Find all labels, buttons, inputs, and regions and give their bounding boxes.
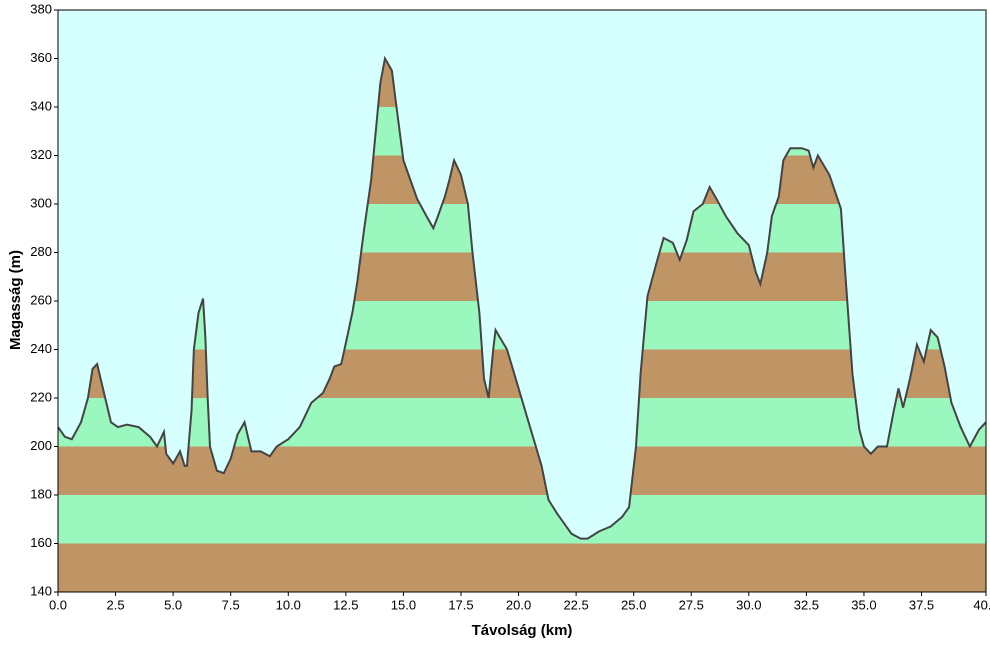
y-tick-label: 180 bbox=[30, 486, 52, 501]
x-tick-label: 12.5 bbox=[333, 597, 358, 612]
x-tick-label: 20.0 bbox=[506, 597, 531, 612]
elevation-band bbox=[58, 446, 986, 495]
y-tick-label: 340 bbox=[30, 98, 52, 113]
y-tick-label: 140 bbox=[30, 583, 52, 598]
x-tick-label: 17.5 bbox=[448, 597, 473, 612]
elevation-band bbox=[58, 543, 986, 592]
y-tick-label: 360 bbox=[30, 50, 52, 65]
y-tick-label: 220 bbox=[30, 389, 52, 404]
y-tick-label: 240 bbox=[30, 341, 52, 356]
x-tick-label: 7.5 bbox=[222, 597, 240, 612]
x-tick-label: 5.0 bbox=[164, 597, 182, 612]
y-tick-label: 200 bbox=[30, 438, 52, 453]
x-tick-label: 35.0 bbox=[851, 597, 876, 612]
y-tick-label: 160 bbox=[30, 535, 52, 550]
y-axis-label: Magasság (m) bbox=[7, 250, 24, 350]
x-tick-label: 40.3 bbox=[973, 597, 990, 612]
x-tick-label: 37.5 bbox=[909, 597, 934, 612]
y-tick-label: 380 bbox=[30, 1, 52, 16]
x-tick-label: 0.0 bbox=[49, 597, 67, 612]
x-tick-label: 30.0 bbox=[736, 597, 761, 612]
x-tick-label: 2.5 bbox=[107, 597, 125, 612]
y-tick-label: 260 bbox=[30, 292, 52, 307]
x-tick-label: 25.0 bbox=[621, 597, 646, 612]
y-tick-label: 320 bbox=[30, 147, 52, 162]
x-tick-label: 27.5 bbox=[679, 597, 704, 612]
x-tick-label: 15.0 bbox=[391, 597, 416, 612]
x-tick-label: 10.0 bbox=[276, 597, 301, 612]
x-tick-label: 32.5 bbox=[794, 597, 819, 612]
x-axis-label: Távolság (km) bbox=[472, 622, 573, 639]
x-tick-label: 22.5 bbox=[563, 597, 588, 612]
y-tick-label: 280 bbox=[30, 244, 52, 259]
elevation-band bbox=[58, 495, 986, 544]
elevation-line bbox=[57, 55, 987, 540]
y-tick-label: 300 bbox=[30, 195, 52, 210]
elevation-band bbox=[58, 398, 986, 447]
